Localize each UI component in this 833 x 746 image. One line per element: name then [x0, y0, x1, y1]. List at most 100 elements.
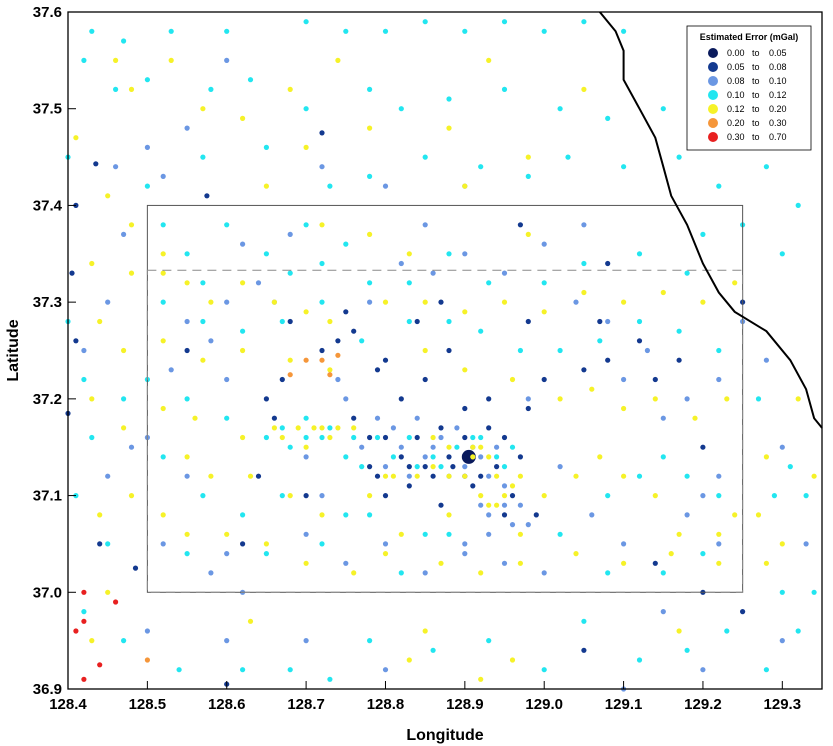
data-point	[478, 570, 484, 576]
data-point	[478, 434, 484, 441]
data-point	[486, 454, 492, 460]
data-point	[73, 338, 79, 344]
data-point	[374, 434, 381, 441]
data-point	[398, 260, 404, 267]
data-point	[461, 449, 476, 464]
data-point	[811, 589, 817, 595]
data-point	[763, 164, 770, 170]
data-point	[581, 260, 587, 267]
data-point	[240, 115, 246, 121]
data-point	[97, 662, 103, 668]
x-tick-label: 128.9	[446, 696, 484, 713]
y-tick-label: 37.6	[33, 4, 62, 21]
legend-low: 0.10	[727, 90, 745, 100]
data-point	[501, 434, 508, 441]
data-point	[446, 531, 452, 537]
data-point	[319, 222, 325, 228]
data-point	[422, 347, 428, 354]
data-point	[478, 328, 484, 334]
data-point	[144, 144, 150, 150]
data-point	[422, 464, 428, 470]
data-point	[121, 425, 127, 431]
data-point	[676, 628, 682, 634]
data-point	[374, 415, 381, 421]
data-point	[168, 28, 174, 34]
data-point	[525, 173, 531, 179]
legend-marker	[708, 48, 718, 58]
data-point	[446, 96, 452, 102]
data-point	[279, 376, 285, 383]
data-point	[581, 367, 587, 373]
legend-high: 0.08	[769, 62, 787, 72]
data-point	[446, 318, 452, 325]
data-point	[716, 376, 722, 383]
data-point	[319, 425, 325, 431]
data-point	[430, 270, 436, 276]
data-point	[716, 560, 722, 566]
data-point	[486, 638, 492, 644]
data-point	[652, 396, 658, 402]
legend-high: 0.70	[769, 132, 787, 142]
data-point	[224, 28, 230, 34]
data-point	[636, 657, 643, 663]
data-point	[81, 376, 87, 383]
data-point	[470, 483, 476, 489]
data-point	[279, 318, 285, 325]
data-point	[501, 270, 508, 276]
data-point	[335, 425, 341, 431]
data-point	[700, 667, 706, 673]
data-point	[168, 57, 174, 64]
data-point	[621, 299, 627, 305]
data-point	[414, 464, 420, 470]
data-point	[430, 464, 436, 470]
data-point	[755, 396, 762, 402]
data-point	[303, 222, 309, 228]
data-point	[478, 502, 484, 508]
data-point	[319, 493, 325, 499]
data-point	[351, 415, 357, 421]
data-point	[200, 318, 206, 325]
data-point	[509, 657, 516, 663]
data-point	[581, 618, 587, 624]
data-point	[398, 444, 404, 450]
data-point	[160, 454, 166, 460]
data-point	[382, 299, 389, 305]
data-point	[422, 19, 428, 25]
data-point	[486, 531, 492, 537]
x-tick-label: 128.6	[208, 696, 246, 713]
data-point	[684, 473, 690, 479]
data-point	[398, 106, 404, 112]
data-point	[398, 396, 404, 402]
data-point	[462, 551, 468, 557]
data-point	[478, 676, 484, 682]
data-point	[644, 347, 651, 354]
legend-high: 0.05	[769, 48, 787, 58]
data-point	[351, 425, 357, 431]
data-point	[454, 444, 460, 450]
y-tick-label: 37.0	[33, 584, 62, 601]
x-tick-label: 128.8	[367, 696, 405, 713]
data-point	[343, 396, 349, 402]
data-point	[660, 415, 666, 421]
data-point	[763, 560, 770, 566]
data-point	[589, 512, 595, 518]
legend-marker	[708, 90, 718, 100]
data-point	[795, 628, 801, 634]
data-point	[414, 473, 420, 479]
data-point	[113, 57, 119, 64]
data-point	[224, 551, 230, 557]
data-point	[367, 638, 373, 644]
data-point	[509, 522, 516, 528]
data-point	[605, 570, 611, 576]
data-point	[319, 130, 325, 136]
x-tick-label: 129.3	[764, 696, 802, 713]
data-point	[208, 338, 214, 344]
data-point	[192, 415, 198, 421]
data-point	[462, 405, 468, 412]
data-point	[160, 299, 166, 305]
data-point	[470, 434, 476, 441]
data-point	[581, 222, 587, 228]
data-point	[700, 231, 706, 237]
data-point	[621, 376, 627, 383]
data-point	[200, 280, 206, 286]
